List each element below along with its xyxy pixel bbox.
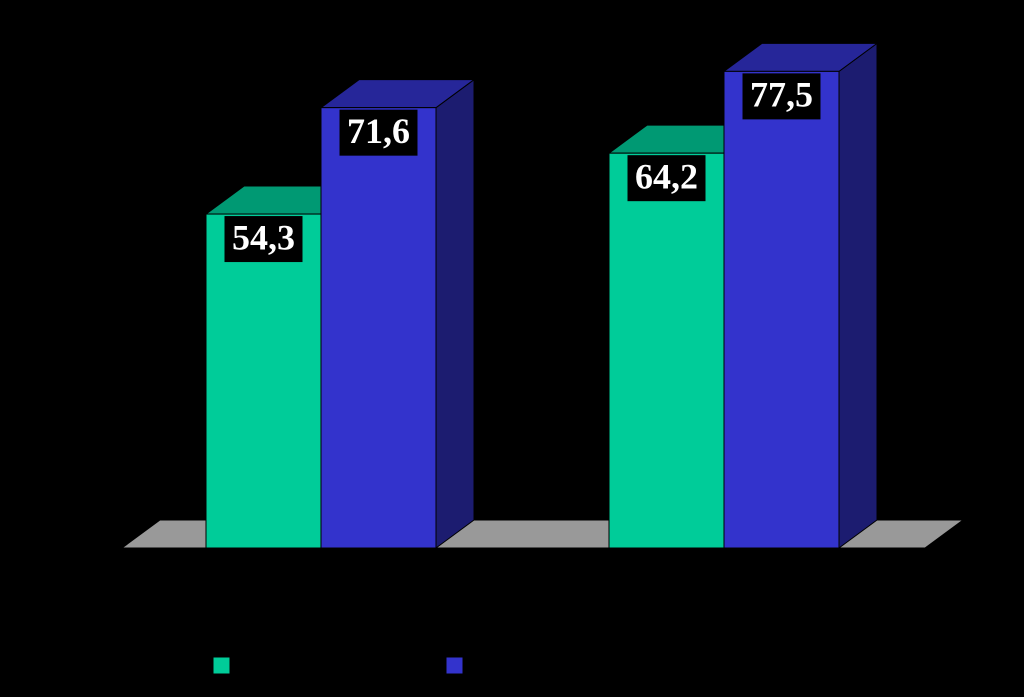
value-label-box: [742, 73, 821, 120]
bar-side: [838, 42, 878, 549]
value-label: 54,3: [232, 217, 295, 257]
bar: [723, 70, 840, 549]
legend-marker: [445, 656, 464, 675]
legend-marker: [212, 656, 231, 675]
value-label-box: [627, 155, 706, 202]
value-label-box: [224, 216, 303, 263]
value-label: 71,6: [347, 111, 410, 151]
bar: [205, 213, 322, 549]
value-label: 64,2: [635, 156, 698, 196]
bar: [320, 107, 437, 549]
bar-side: [435, 78, 475, 549]
value-label-box: [339, 109, 418, 156]
bar: [608, 152, 725, 549]
value-label: 77,5: [750, 75, 813, 115]
